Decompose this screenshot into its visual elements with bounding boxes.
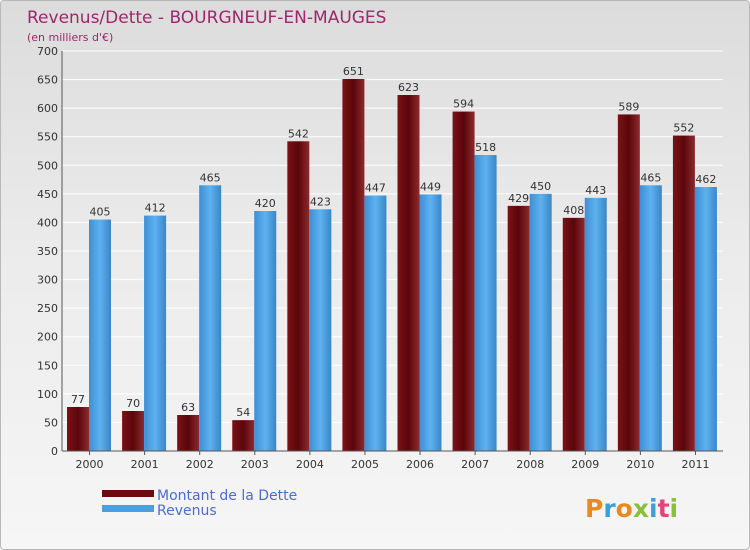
- bars-layer: [67, 79, 717, 452]
- y-tick-label: 450: [37, 188, 58, 201]
- bar-revenus: [309, 209, 332, 451]
- legend: Montant de la Dette Revenus: [102, 488, 297, 519]
- data-label-revenus: 447: [365, 182, 386, 195]
- data-label-dette: 54: [236, 406, 250, 419]
- bar-revenus: [474, 155, 497, 451]
- x-tick-label: 2007: [461, 458, 489, 471]
- y-tick-label: 600: [37, 102, 58, 115]
- bar-revenus: [529, 193, 552, 451]
- y-tick-label: 150: [37, 359, 58, 372]
- data-label-revenus: 412: [145, 202, 166, 215]
- bar-dette: [562, 217, 585, 451]
- proxiti-logo: Proxiti: [585, 494, 678, 523]
- y-tick-label: 700: [37, 45, 58, 58]
- data-label-dette: 552: [673, 122, 694, 135]
- legend-swatch-debt: [102, 490, 154, 497]
- bar-dette: [287, 141, 310, 452]
- x-tick-label: 2011: [681, 458, 709, 471]
- bar-revenus: [89, 219, 111, 451]
- bar-dette: [67, 407, 89, 451]
- y-tick-label: 200: [37, 331, 58, 344]
- chart-subtitle: (en milliers d'€): [27, 31, 113, 44]
- chart-title: Revenus/Dette - BOURGNEUF-EN-MAUGES: [27, 8, 386, 28]
- y-tick-label: 650: [37, 74, 58, 87]
- bar-revenus: [584, 197, 607, 451]
- bar-dette: [452, 111, 475, 452]
- bar-revenus: [144, 215, 167, 451]
- data-label-dette: 77: [71, 393, 85, 406]
- data-label-revenus: 423: [310, 195, 331, 208]
- labels-layer: 77 405 70 412 63 465 54 420 542 423 651 447 623 449 59…: [71, 65, 716, 419]
- bar-revenus: [419, 194, 442, 451]
- x-tick-label: 2006: [406, 458, 434, 471]
- svg-text:Proxiti: Proxiti: [585, 494, 678, 523]
- x-tick-label: 2010: [626, 458, 654, 471]
- legend-label-debt: Montant de la Dette: [157, 488, 297, 504]
- data-label-dette: 542: [288, 127, 309, 140]
- x-tick-label: 2008: [516, 458, 544, 471]
- bar-dette: [342, 79, 365, 451]
- data-label-dette: 408: [563, 204, 584, 217]
- data-label-revenus: 462: [695, 173, 716, 186]
- bar-dette: [617, 114, 640, 451]
- y-tick-label: 50: [44, 416, 58, 429]
- legend-label-revenus: Revenus: [157, 503, 217, 519]
- x-tick-label: 2004: [296, 458, 324, 471]
- x-tick-label: 2009: [571, 458, 599, 471]
- bar-revenus: [694, 187, 717, 451]
- bar-revenus: [364, 195, 387, 451]
- x-tick-label: 2002: [186, 458, 214, 471]
- data-label-revenus: 420: [255, 197, 276, 210]
- y-tick-label: 0: [51, 445, 58, 458]
- y-tick-label: 350: [37, 245, 58, 258]
- x-tick-label: 2001: [131, 458, 159, 471]
- bar-dette: [122, 411, 145, 451]
- data-label-revenus: 450: [530, 180, 551, 193]
- legend-swatch-revenus: [102, 505, 154, 512]
- data-label-dette: 651: [343, 65, 364, 78]
- y-tick-label: 250: [37, 302, 58, 315]
- data-label-revenus: 443: [585, 184, 606, 197]
- bar-revenus: [639, 185, 662, 452]
- y-tick-label: 550: [37, 131, 58, 144]
- bar-revenus: [254, 211, 277, 451]
- x-tick-label: 2000: [76, 458, 104, 471]
- bar-dette: [672, 135, 695, 452]
- data-label-revenus: 518: [475, 141, 496, 154]
- bar-dette: [397, 95, 420, 451]
- data-label-dette: 70: [126, 397, 140, 410]
- data-label-dette: 429: [508, 192, 529, 205]
- y-tick-label: 500: [37, 159, 58, 172]
- data-label-dette: 623: [398, 81, 419, 94]
- bar-revenus: [199, 185, 222, 452]
- data-label-revenus: 449: [420, 180, 441, 193]
- x-tick-label: 2003: [241, 458, 269, 471]
- bar-dette: [507, 205, 530, 451]
- y-tick-label: 400: [37, 216, 58, 229]
- axis-layer: 0 50 100 150 200 250 300 350 400 450 500 550 600 650 7…: [37, 45, 723, 471]
- data-label-revenus: 465: [640, 171, 661, 184]
- data-label-dette: 589: [618, 100, 639, 113]
- data-label-dette: 63: [181, 401, 195, 414]
- bar-dette: [177, 415, 200, 451]
- bar-dette: [232, 420, 255, 451]
- data-label-revenus: 405: [90, 206, 111, 219]
- x-tick-label: 2005: [351, 458, 379, 471]
- y-tick-label: 300: [37, 274, 58, 287]
- grid-layer: [62, 50, 723, 452]
- data-label-dette: 594: [453, 98, 474, 111]
- y-tick-label: 100: [37, 388, 58, 401]
- data-label-revenus: 465: [200, 171, 221, 184]
